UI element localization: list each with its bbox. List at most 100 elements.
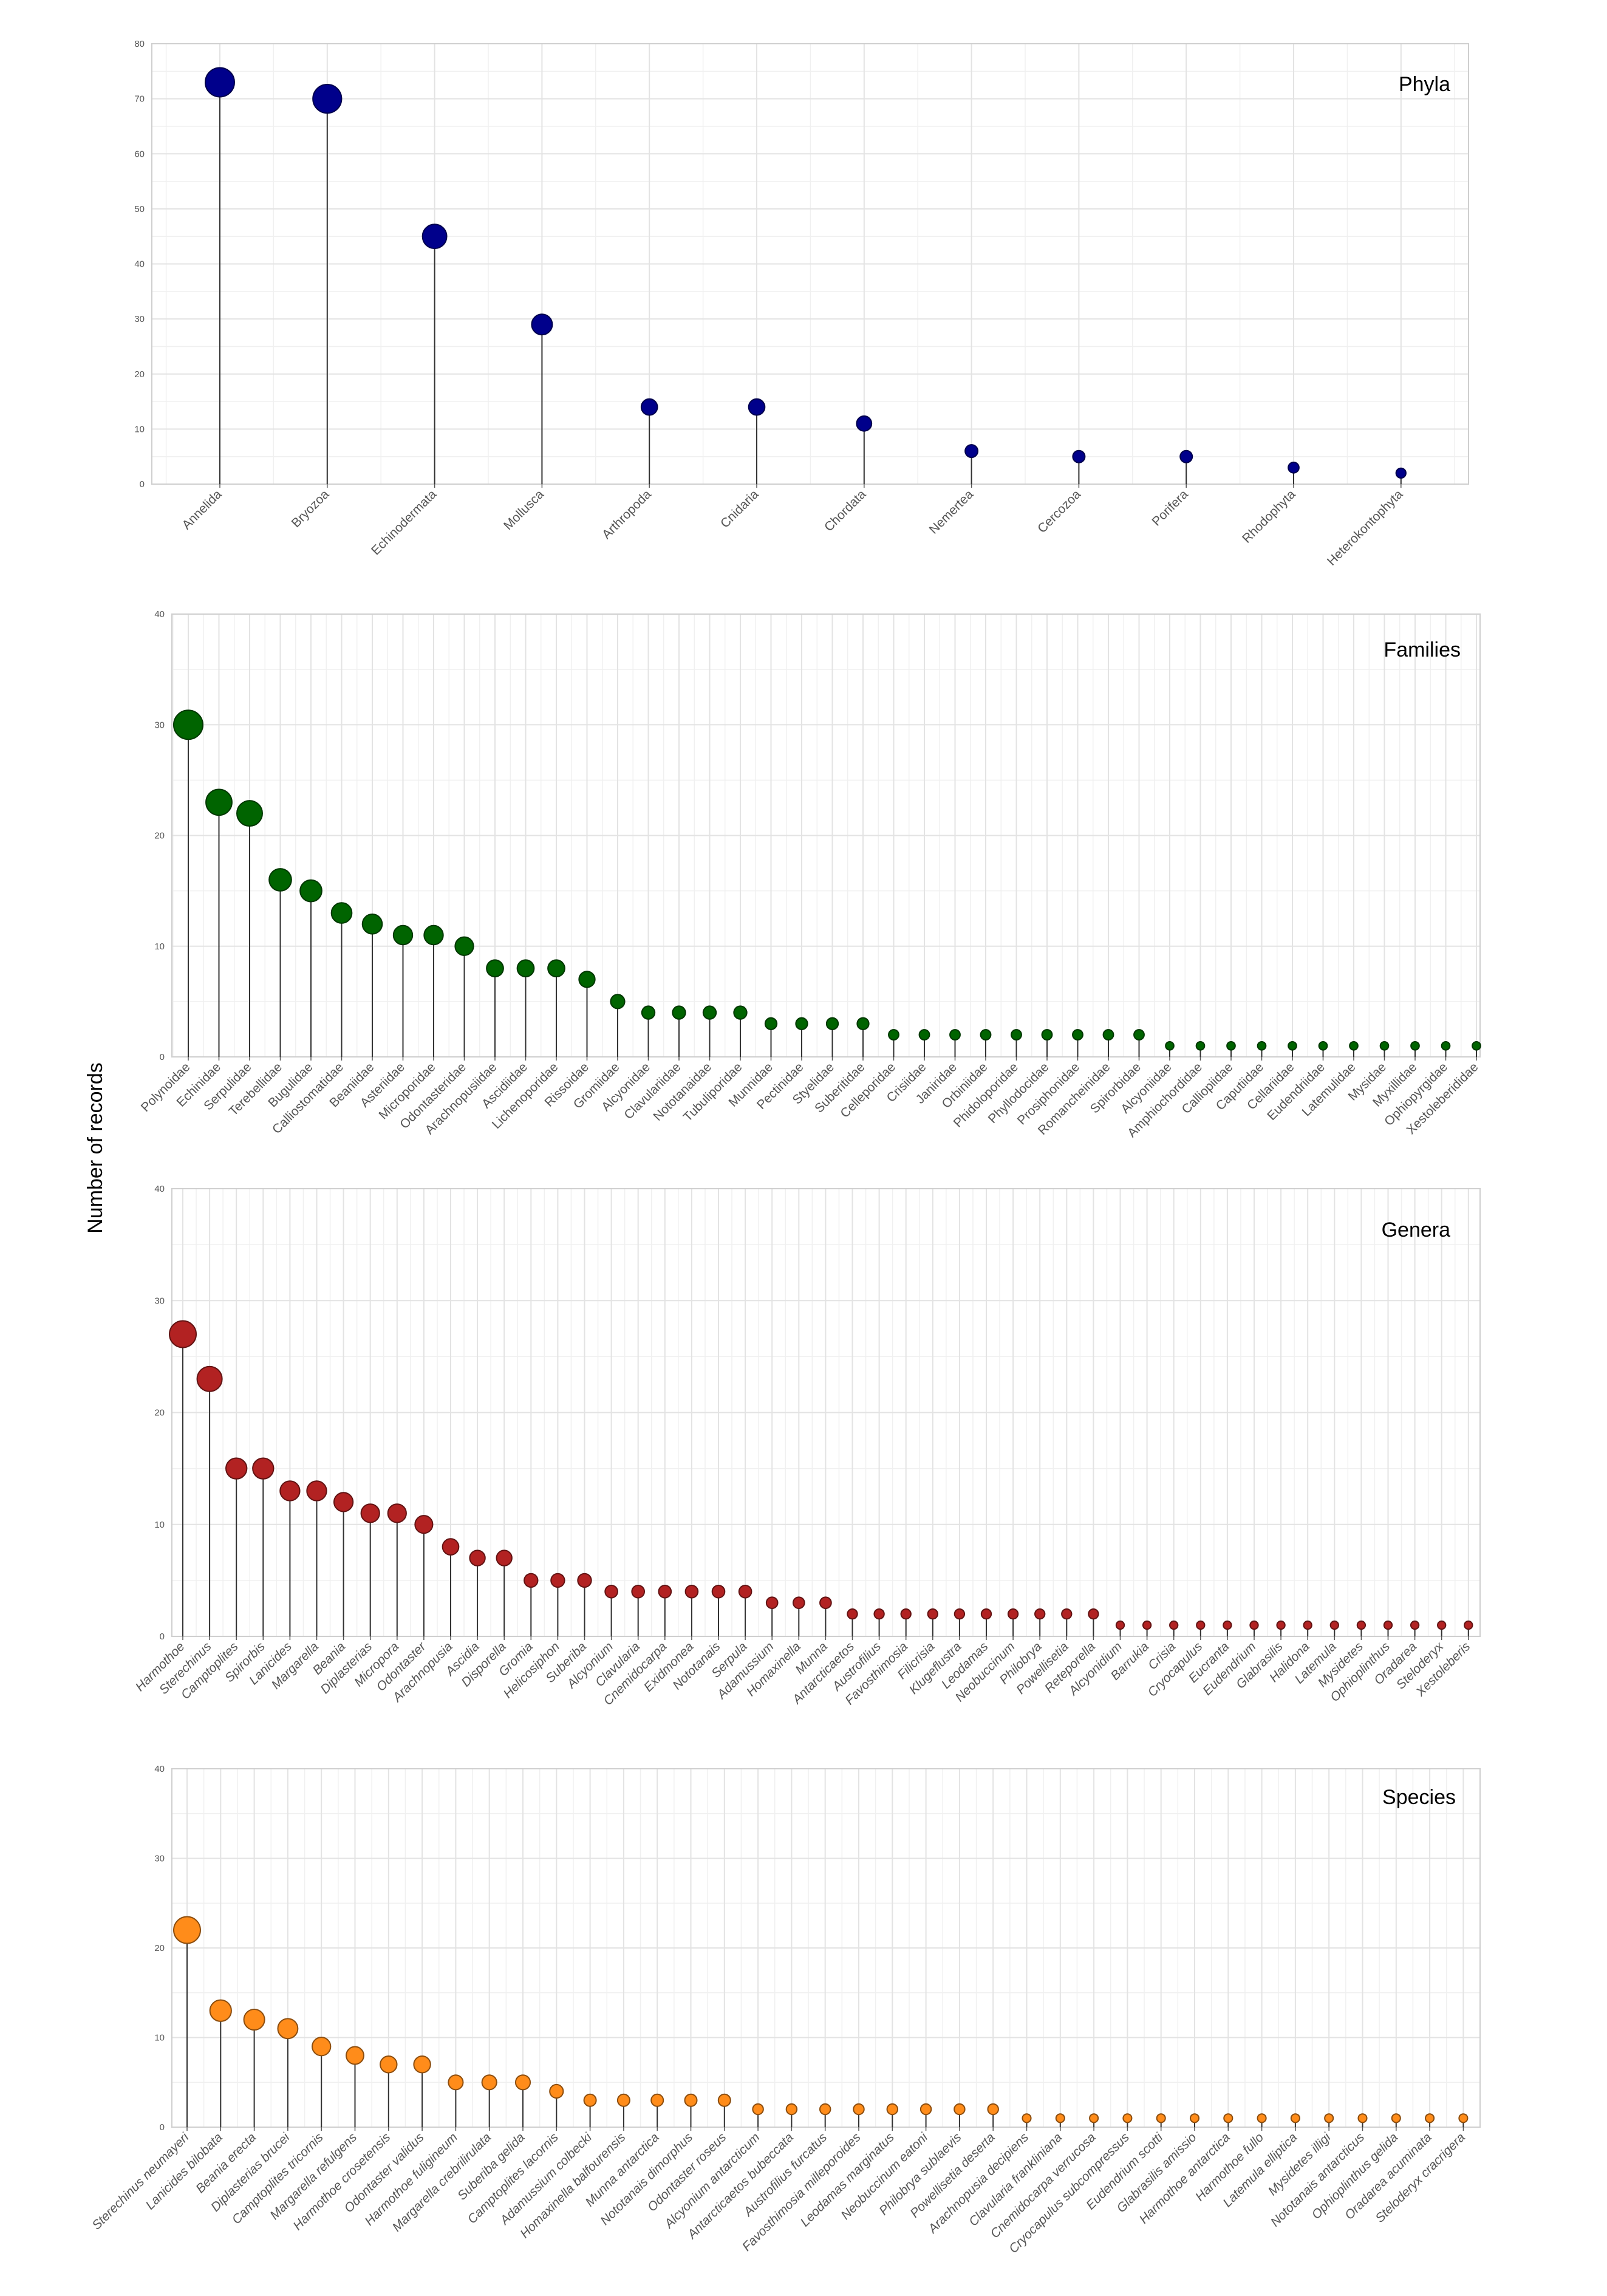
point-oradarea-acuminata [1425, 2113, 1435, 2123]
y-tick-label: 20 [154, 831, 165, 841]
point-cercozoa [1072, 449, 1086, 463]
point-spirorbis [252, 1457, 275, 1480]
point-steloderyx-cracrigera [1458, 2113, 1469, 2123]
point-ophiopyrgidae [1441, 1040, 1451, 1051]
point-ophioplinthus-gelida [1391, 2113, 1401, 2123]
plot-frame [171, 613, 1481, 1057]
point-steloderyx [1437, 1620, 1447, 1630]
point-barrukia [1142, 1620, 1152, 1630]
point-oradarea [1410, 1620, 1420, 1630]
point-munnidae [764, 1017, 778, 1030]
point-arachnopusia [442, 1538, 460, 1556]
point-glabrasilis [1276, 1620, 1286, 1630]
panel-families: Families [1384, 638, 1461, 661]
point-calliopiidae [1226, 1040, 1236, 1051]
point-amphiochordidae [1195, 1040, 1206, 1051]
point-leodamas [980, 1608, 992, 1620]
panel-phyla: Phyla [1399, 73, 1450, 96]
point-eudendrium [1249, 1620, 1259, 1630]
point-adamussium-colbecki [583, 2093, 597, 2107]
y-tick-label: 0 [160, 1631, 165, 1642]
point-xestoleberididae [1472, 1040, 1481, 1051]
point-klugeflustra [954, 1608, 966, 1620]
point-mollusca [531, 313, 553, 336]
point-beaniidae [361, 914, 383, 935]
point-mysidae [1379, 1040, 1390, 1051]
y-tick-label: 40 [134, 259, 145, 270]
point-alcyoniidae [1165, 1040, 1175, 1051]
point-diplasterias [360, 1503, 380, 1523]
point-glabrasilis-amissio [1189, 2113, 1200, 2123]
y-tick-label: 20 [134, 369, 145, 380]
point-arachnopusiidae [486, 959, 504, 978]
point-janiridae [949, 1029, 961, 1040]
point-disporella [496, 1549, 513, 1567]
point-orbiniidae [980, 1029, 992, 1040]
y-tick-label: 0 [140, 479, 145, 490]
panel-title-phyla: Phyla [1399, 73, 1450, 96]
x-tick-label: Nemertea [927, 487, 977, 537]
point-cryocapulus [1196, 1620, 1206, 1630]
point-phyllodocidae [1041, 1029, 1053, 1040]
point-favosthimosia [900, 1608, 912, 1620]
x-tick-label: Mollusca [501, 487, 547, 533]
y-tick-label: 10 [134, 424, 145, 434]
point-styelidae [825, 1017, 839, 1030]
y-tick-label: 40 [154, 1764, 165, 1774]
point-margarella-refulgens [346, 2046, 364, 2065]
y-tick-label: 20 [154, 1408, 165, 1418]
point-clavularia [631, 1584, 646, 1599]
point-polynoidae [173, 709, 203, 740]
point-terebellidae [268, 868, 292, 892]
y-axis-title: Number of records [84, 1062, 107, 1234]
point-bryozoa [312, 84, 343, 114]
point-lanicides [279, 1480, 301, 1502]
plot-families: 010203040PolynoidaeEchinidaeSerpulidaeTe… [138, 609, 1481, 1140]
point-nototanais [711, 1584, 726, 1599]
point-sterechinus-neumayeri [173, 1916, 201, 1944]
y-tick-label: 0 [160, 1052, 165, 1062]
point-celleporidae [888, 1029, 899, 1040]
x-tick-label: Arthropoda [599, 487, 654, 542]
y-tick-label: 50 [134, 204, 145, 214]
point-adamussium [765, 1596, 779, 1610]
point-gromia [524, 1573, 539, 1588]
point-arthropoda [640, 398, 658, 416]
point-echinodermata [421, 224, 448, 250]
point-nototanais-dimorphus [684, 2093, 698, 2107]
point-annelida [205, 67, 235, 98]
point-sterechinus [196, 1365, 223, 1392]
point-cryocapulus-subcompressus [1122, 2113, 1133, 2123]
point-harmothoe-fullo [1257, 2113, 1267, 2123]
plot-frame [171, 1768, 1481, 2128]
point-powellisetia [1061, 1608, 1073, 1620]
y-tick-label: 10 [154, 941, 165, 952]
y-tick-label: 30 [134, 314, 145, 324]
point-beania-erecta [243, 2008, 265, 2031]
point-serpula [738, 1584, 752, 1599]
point-nemertea [964, 444, 979, 459]
point-clavulariidae [672, 1005, 686, 1020]
point-cnemidocarpa [658, 1584, 672, 1599]
point-beania [333, 1492, 354, 1512]
point-camptoplites-tricornis [312, 2037, 332, 2057]
point-myxillidae [1410, 1040, 1420, 1051]
point-arachnopusia-decipiens [1022, 2113, 1032, 2123]
point-suberitidae [856, 1017, 870, 1030]
point-odontaster-validus [413, 2055, 431, 2074]
point-homaxinella [792, 1596, 805, 1610]
point-exidmonea [684, 1584, 699, 1599]
plot-genera: 010203040HarmothoeSterechinusCamptoplite… [133, 1184, 1481, 1708]
point-harmothoe-antarctica [1223, 2113, 1233, 2123]
panel-genera: Genera [1382, 1218, 1450, 1242]
point-philobrya [1034, 1608, 1046, 1620]
panel-title-families: Families [1384, 638, 1461, 661]
point-nototanais-antarcticus [1357, 2113, 1368, 2123]
point-tubuliporidae [733, 1005, 748, 1020]
point-rissoidae [578, 971, 596, 988]
x-tick-label: Cnidaria [718, 487, 762, 531]
point-alcyonium [604, 1584, 618, 1599]
point-munna-antarctica [650, 2093, 664, 2107]
